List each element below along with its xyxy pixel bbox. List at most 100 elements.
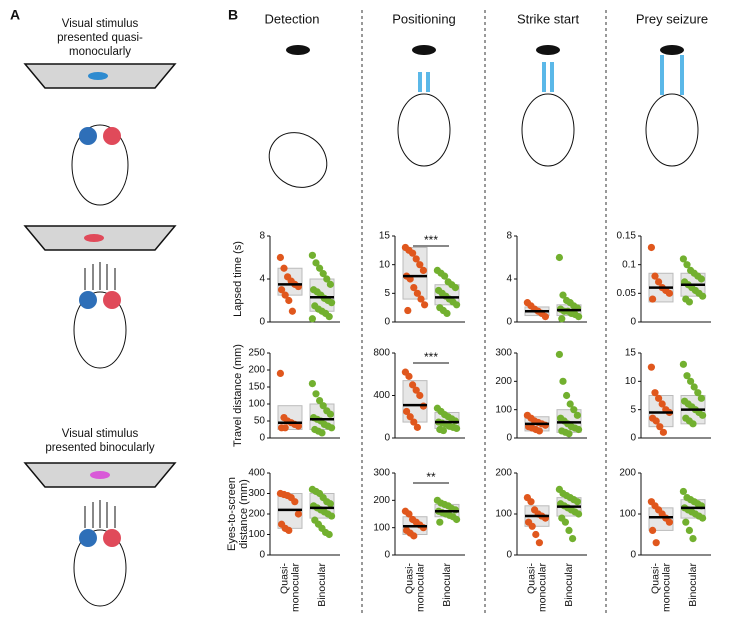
data-point xyxy=(573,498,582,506)
data-point xyxy=(326,410,334,418)
data-point xyxy=(697,275,706,283)
data-point xyxy=(451,284,459,292)
x-tick-label: Binocular xyxy=(441,563,453,607)
stimulus-text: Visual stimulus xyxy=(62,428,139,440)
stimulus-text: Visual stimulus xyxy=(62,18,139,30)
y-tick-label: 100 xyxy=(248,529,265,540)
data-point xyxy=(690,383,698,391)
data-point xyxy=(436,518,444,526)
x-tick-label: Binocular xyxy=(687,563,699,607)
y-tick-label: 0 xyxy=(506,433,512,444)
y-axis-label: Travel distance (mm) xyxy=(232,344,244,447)
data-point xyxy=(682,518,690,526)
data-point xyxy=(561,518,570,526)
data-point xyxy=(655,278,663,286)
data-point xyxy=(565,526,573,535)
data-point xyxy=(323,275,331,283)
data-point xyxy=(565,430,573,438)
data-point xyxy=(406,413,414,421)
data-point xyxy=(652,417,660,425)
data-point xyxy=(685,526,694,535)
x-tick-label: monocular xyxy=(660,563,672,613)
data-point xyxy=(308,315,316,323)
data-point xyxy=(294,422,302,430)
data-point xyxy=(689,535,697,543)
data-point xyxy=(325,313,333,321)
data-point xyxy=(419,266,427,274)
data-point xyxy=(683,261,691,269)
data-point xyxy=(699,292,707,300)
data-point xyxy=(555,253,564,262)
data-point xyxy=(308,251,316,259)
data-point xyxy=(441,272,449,280)
y-tick-label: 4 xyxy=(506,274,512,285)
data-point xyxy=(699,514,707,522)
y-tick-label: 5 xyxy=(384,288,390,299)
data-point xyxy=(573,411,582,419)
y-tick-label: 200 xyxy=(373,495,390,506)
separators xyxy=(361,10,607,615)
column-title: Strike start xyxy=(517,11,580,26)
data-point xyxy=(453,515,461,524)
y-tick-label: 0 xyxy=(506,550,512,561)
y-tick-label: 300 xyxy=(248,488,265,499)
data-point xyxy=(417,295,425,303)
data-point xyxy=(421,301,429,309)
cuttlefish-b xyxy=(268,45,699,188)
data-point xyxy=(280,264,288,272)
column-title: Detection xyxy=(265,11,320,26)
y-tick-label: 200 xyxy=(495,376,512,387)
stimulus-text: presented binocularly xyxy=(45,442,155,454)
x-tick-label: Quasi- xyxy=(649,563,661,594)
data-point xyxy=(689,420,697,428)
data-point xyxy=(528,522,536,530)
data-point xyxy=(409,381,417,389)
y-tick-label: 15 xyxy=(379,231,391,242)
y-axis-label: Eyes-to-screen xyxy=(226,477,238,551)
y-tick-label: 200 xyxy=(248,509,265,520)
y-tick-label: 0 xyxy=(384,433,390,444)
data-point xyxy=(281,424,289,432)
y-tick-label: 0 xyxy=(384,550,390,561)
y-tick-label: 800 xyxy=(373,348,390,359)
data-point xyxy=(559,291,567,299)
x-tick-label: Quasi- xyxy=(403,563,415,594)
data-point xyxy=(294,510,302,518)
data-point xyxy=(312,390,320,398)
significance: *** xyxy=(424,350,438,364)
y-tick-label: 10 xyxy=(379,259,391,270)
x-tick-label: monocular xyxy=(289,563,301,613)
y-tick-label: 0.15 xyxy=(617,231,637,242)
y-tick-label: 100 xyxy=(619,509,636,520)
y-tick-label: 300 xyxy=(495,348,512,359)
data-point xyxy=(312,259,320,267)
data-point xyxy=(439,426,447,435)
y-tick-label: 250 xyxy=(248,348,265,359)
significance: *** xyxy=(424,233,438,247)
y-tick-label: 400 xyxy=(373,390,390,401)
data-point xyxy=(410,284,418,292)
data-point xyxy=(575,313,583,321)
data-point xyxy=(413,289,421,297)
y-tick-label: 10 xyxy=(625,376,637,387)
data-point xyxy=(416,261,424,269)
data-point xyxy=(527,498,535,506)
data-point xyxy=(328,299,336,307)
data-point xyxy=(403,407,411,416)
data-point xyxy=(319,402,327,410)
data-point xyxy=(316,264,324,272)
data-point xyxy=(416,391,424,400)
y-tick-label: 0 xyxy=(384,317,390,328)
data-point xyxy=(326,500,334,508)
data-point xyxy=(405,510,413,518)
y-tick-label: 0.1 xyxy=(622,259,636,270)
data-point xyxy=(281,291,289,299)
data-point xyxy=(535,427,544,435)
y-tick-label: 50 xyxy=(254,416,266,427)
data-point xyxy=(278,286,286,294)
data-point xyxy=(651,272,659,280)
y-tick-label: 0 xyxy=(630,433,636,444)
significance: ** xyxy=(426,470,436,484)
data-point xyxy=(694,389,702,397)
y-tick-label: 0 xyxy=(630,550,636,561)
